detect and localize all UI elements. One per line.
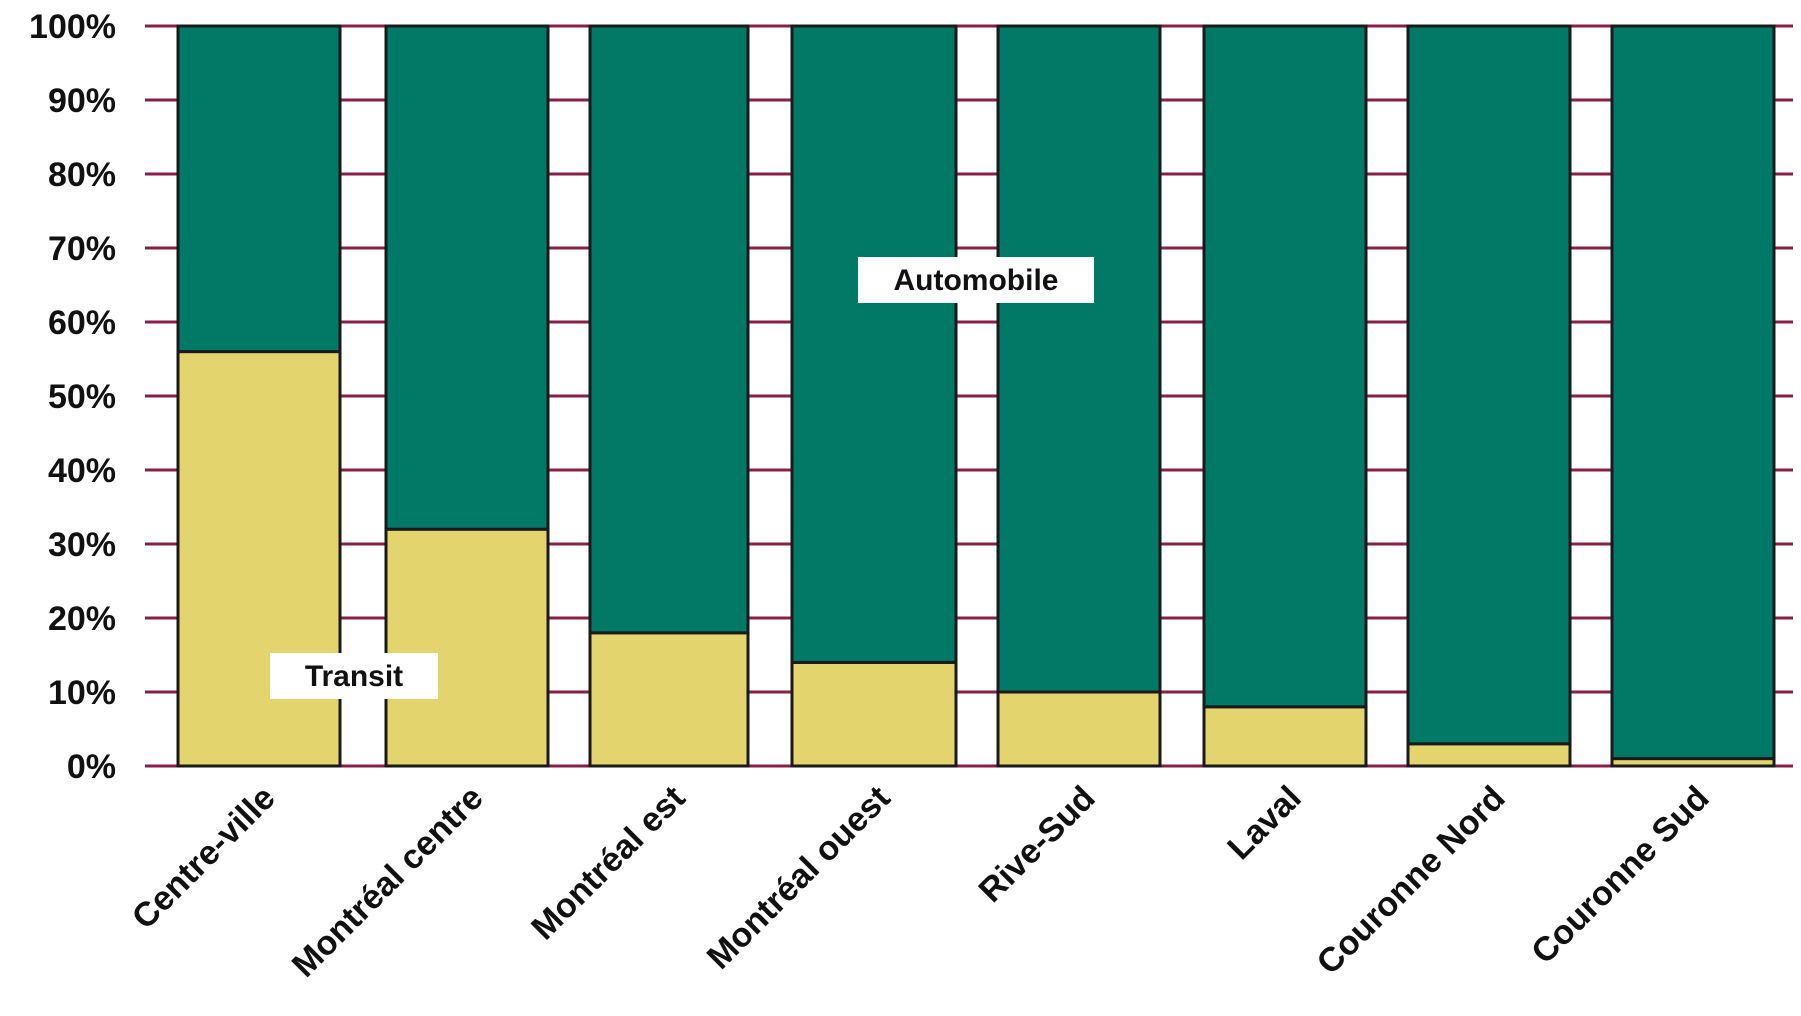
y-tick-label: 0% <box>67 748 116 786</box>
x-category-label: Laval <box>1220 779 1308 867</box>
x-category-label: Montréal ouest <box>700 779 898 977</box>
x-axis-category-labels: Centre-ville Montréal centre Montréal est M… <box>125 779 1717 985</box>
x-category-label: Centre-ville <box>125 779 283 937</box>
bar-segment-automobile <box>176 24 342 354</box>
bar-segment-transit <box>790 660 958 768</box>
bar-segment-automobile <box>790 24 958 664</box>
y-tick-label: 100% <box>29 8 116 46</box>
bar-segment-automobile <box>1202 24 1368 709</box>
bar-segment-transit <box>1406 742 1572 768</box>
bar-segment-transit <box>996 690 1162 768</box>
annotation-box <box>270 653 438 699</box>
bar-segment-transit <box>384 527 550 768</box>
x-category-label: Montréal est <box>524 779 692 947</box>
bar-segment-automobile <box>384 24 550 531</box>
bar-segment-automobile <box>588 24 750 635</box>
series-annotations: Automobile Transit <box>270 257 1094 699</box>
bar-segment-transit <box>176 350 342 768</box>
annotation-label: Transit <box>305 660 403 693</box>
y-tick-label: 40% <box>48 452 116 490</box>
y-tick-label: 70% <box>48 230 116 268</box>
bar-segment-transit <box>1202 705 1368 768</box>
bar-segment-automobile <box>1406 24 1572 746</box>
y-tick-label: 60% <box>48 304 116 342</box>
y-tick-label: 10% <box>48 674 116 712</box>
annotation-label: Automobile <box>894 264 1059 297</box>
x-category-label: Couronne Nord <box>1309 779 1512 982</box>
y-tick-label: 80% <box>48 156 116 194</box>
x-category-label: Couronne Sud <box>1524 779 1716 971</box>
y-tick-label: 90% <box>48 82 116 120</box>
annotation-box <box>858 257 1094 303</box>
y-tick-label: 20% <box>48 600 116 638</box>
bar-segment-automobile <box>1610 24 1776 761</box>
y-tick-label: 50% <box>48 378 116 416</box>
x-category-label: Montréal centre <box>285 779 491 985</box>
bar-segment-automobile <box>996 24 1162 694</box>
y-axis-tick-labels: 0% 10% 20% 30% 40% 50% 60% 70% 80% 90% 100% <box>29 8 116 786</box>
y-tick-label: 30% <box>48 526 116 564</box>
bar-segment-transit <box>588 631 750 768</box>
x-category-label: Rive-Sud <box>972 779 1103 910</box>
